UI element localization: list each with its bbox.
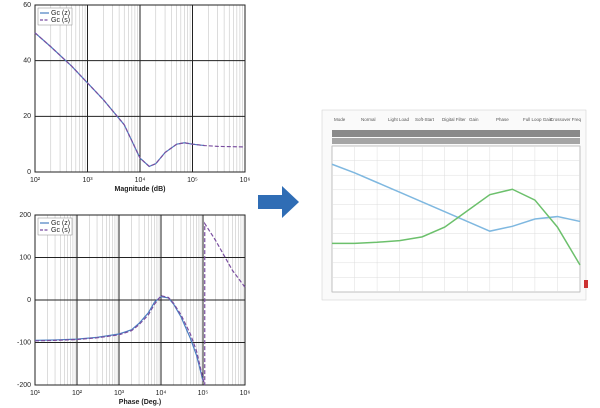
series-line — [34, 295, 204, 381]
toolbar-label: Crossover Freq — [550, 117, 582, 122]
arrow — [258, 186, 299, 218]
y-tick-label: 200 — [19, 212, 31, 219]
toolbar-label: Mode — [334, 117, 346, 122]
y-tick-label: -200 — [17, 382, 31, 389]
x-tick-label: 10⁶ — [240, 177, 251, 184]
toolbar-label: Full Loop Gain — [523, 117, 553, 122]
legend-box — [37, 7, 73, 26]
x-tick-label: 10⁶ — [240, 390, 251, 397]
legend-label: Gc (z) — [51, 10, 70, 17]
toolbar-label: Normal — [361, 117, 376, 122]
series-line — [331, 163, 581, 232]
x-axis-label: Magnitude (dB) — [115, 186, 166, 193]
x-tick-label: 10⁵ — [187, 177, 198, 184]
tab-marker — [584, 280, 588, 288]
series-line — [332, 188, 581, 266]
header-bar — [332, 138, 580, 144]
y-tick-label: 100 — [19, 254, 31, 261]
y-tick-label: -100 — [17, 339, 31, 346]
x-axis-label: Phase (Deg.) — [119, 399, 161, 406]
legend-label: Gc (z) — [51, 220, 70, 227]
x-tick-label: 10⁴ — [156, 390, 167, 397]
legend-label: Gc (s) — [51, 17, 70, 24]
toolbar-label: Digital Filter — [442, 117, 466, 122]
y-tick-label: 20 — [23, 113, 31, 120]
series-line — [34, 32, 246, 168]
y-tick-label: 60 — [23, 2, 31, 9]
legend-label: Gc (s) — [51, 227, 70, 234]
x-tick-label: 10¹ — [30, 390, 41, 397]
x-tick-label: 10⁵ — [198, 390, 209, 397]
toolbar-label: Gain — [469, 117, 479, 122]
series-line — [34, 221, 246, 386]
x-tick-label: 10³ — [114, 390, 125, 397]
y-tick-label: 0 — [27, 169, 31, 176]
header-bar — [332, 130, 580, 137]
y-tick-label: 40 — [23, 58, 31, 65]
x-tick-label: 10³ — [82, 177, 93, 184]
toolbar-label: Soft-Start — [415, 117, 435, 122]
toolbar-label: Phase — [496, 117, 509, 122]
toolbar-label: Light Load — [388, 117, 410, 122]
x-tick-label: 10² — [72, 390, 83, 397]
x-tick-label: 10² — [30, 177, 41, 184]
x-tick-label: 10⁴ — [135, 177, 146, 184]
legend-box — [37, 217, 73, 236]
y-tick-label: 0 — [27, 297, 31, 304]
